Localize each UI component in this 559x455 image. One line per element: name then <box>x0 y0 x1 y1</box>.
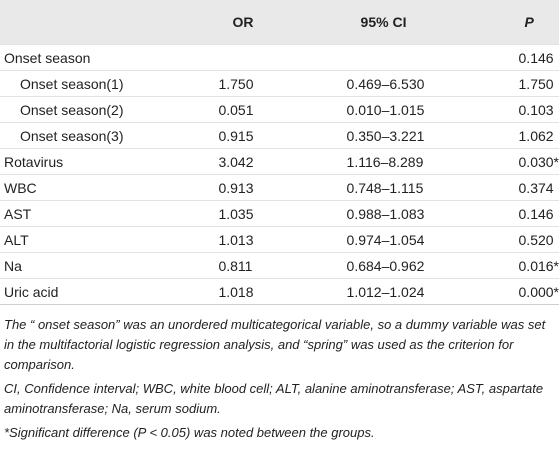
table-row: AST 1.035 0.988–1.083 0.146 <box>0 200 559 227</box>
header-cell: 95% CI <box>344 0 519 45</box>
row-label: AST <box>0 200 207 227</box>
confidence-interval: 0.350–3.221 <box>344 122 519 149</box>
row-label: Onset season(2) <box>0 96 207 123</box>
odds-ratio: 0.913 <box>206 174 345 201</box>
odds-ratio <box>206 44 345 71</box>
table-row: WBC 0.913 0.748–1.115 0.374 <box>0 174 559 201</box>
p-value: 0.146 <box>518 200 559 227</box>
table-row: Rotavirus 3.042 1.116–8.289 0.030* <box>0 148 559 175</box>
confidence-interval: 0.469–6.530 <box>344 70 519 97</box>
table-row: Onset season(1) 1.750 0.469–6.530 1.750 <box>0 70 559 97</box>
table-row: ALT 1.013 0.974–1.054 0.520 <box>0 226 559 253</box>
row-label: Uric acid <box>0 278 207 305</box>
p-value: 0.000* <box>518 278 559 305</box>
row-label: ALT <box>0 226 207 253</box>
row-label: Na <box>0 252 207 279</box>
confidence-interval: 0.684–0.962 <box>344 252 519 279</box>
footnote: The “ onset season” was an unordered mul… <box>4 317 546 372</box>
footnotes: The “ onset season” was an unordered mul… <box>0 305 559 443</box>
table-row: Na 0.811 0.684–0.962 0.016* <box>0 252 559 279</box>
odds-ratio: 0.051 <box>206 96 345 123</box>
confidence-interval: 0.748–1.115 <box>344 174 519 201</box>
table-row: Onset season(2) 0.051 0.010–1.015 0.103 <box>0 96 559 123</box>
odds-ratio: 0.811 <box>206 252 345 279</box>
p-value: 0.520 <box>518 226 559 253</box>
odds-ratio: 1.035 <box>206 200 345 227</box>
table-row: Onset season(3) 0.915 0.350–3.221 1.062 <box>0 122 559 149</box>
results-table: OR 95% CI P Onset season 0.146 Onset seaso… <box>0 0 559 305</box>
p-value: 0.374 <box>518 174 559 201</box>
header-cell: OR <box>206 0 345 45</box>
confidence-interval: 0.988–1.083 <box>344 200 519 227</box>
header-row: OR 95% CI P <box>0 0 559 45</box>
footnote: *Significant difference (P < 0.05) was n… <box>4 425 375 440</box>
table-row: Uric acid 1.018 1.012–1.024 0.000* <box>0 278 559 305</box>
confidence-interval: 0.974–1.054 <box>344 226 519 253</box>
row-label: WBC <box>0 174 207 201</box>
p-value: 0.030* <box>518 148 559 175</box>
table-body: Onset season 0.146 Onset season(1) 1.750 0.4… <box>0 44 559 305</box>
odds-ratio: 1.018 <box>206 278 345 305</box>
table-row: Onset season 0.146 <box>0 44 559 71</box>
footnote: CI, Confidence interval; WBC, white bloo… <box>4 381 544 416</box>
row-label: Onset season(3) <box>0 122 207 149</box>
odds-ratio: 3.042 <box>206 148 345 175</box>
odds-ratio: 1.013 <box>206 226 345 253</box>
odds-ratio: 1.750 <box>206 70 345 97</box>
p-value: 1.062 <box>518 122 559 149</box>
confidence-interval: 0.010–1.015 <box>344 96 519 123</box>
header-cell <box>0 0 207 45</box>
odds-ratio: 0.915 <box>206 122 345 149</box>
row-label: Onset season(1) <box>0 70 207 97</box>
p-value: 1.750 <box>518 70 559 97</box>
p-value: 0.103 <box>518 96 559 123</box>
confidence-interval: 1.012–1.024 <box>344 278 519 305</box>
p-value: 0.146 <box>518 44 559 71</box>
confidence-interval <box>344 44 519 71</box>
row-label: Onset season <box>0 44 207 71</box>
row-label: Rotavirus <box>0 148 207 175</box>
header-cell: P <box>518 0 559 45</box>
p-value: 0.016* <box>518 252 559 279</box>
confidence-interval: 1.116–8.289 <box>344 148 519 175</box>
